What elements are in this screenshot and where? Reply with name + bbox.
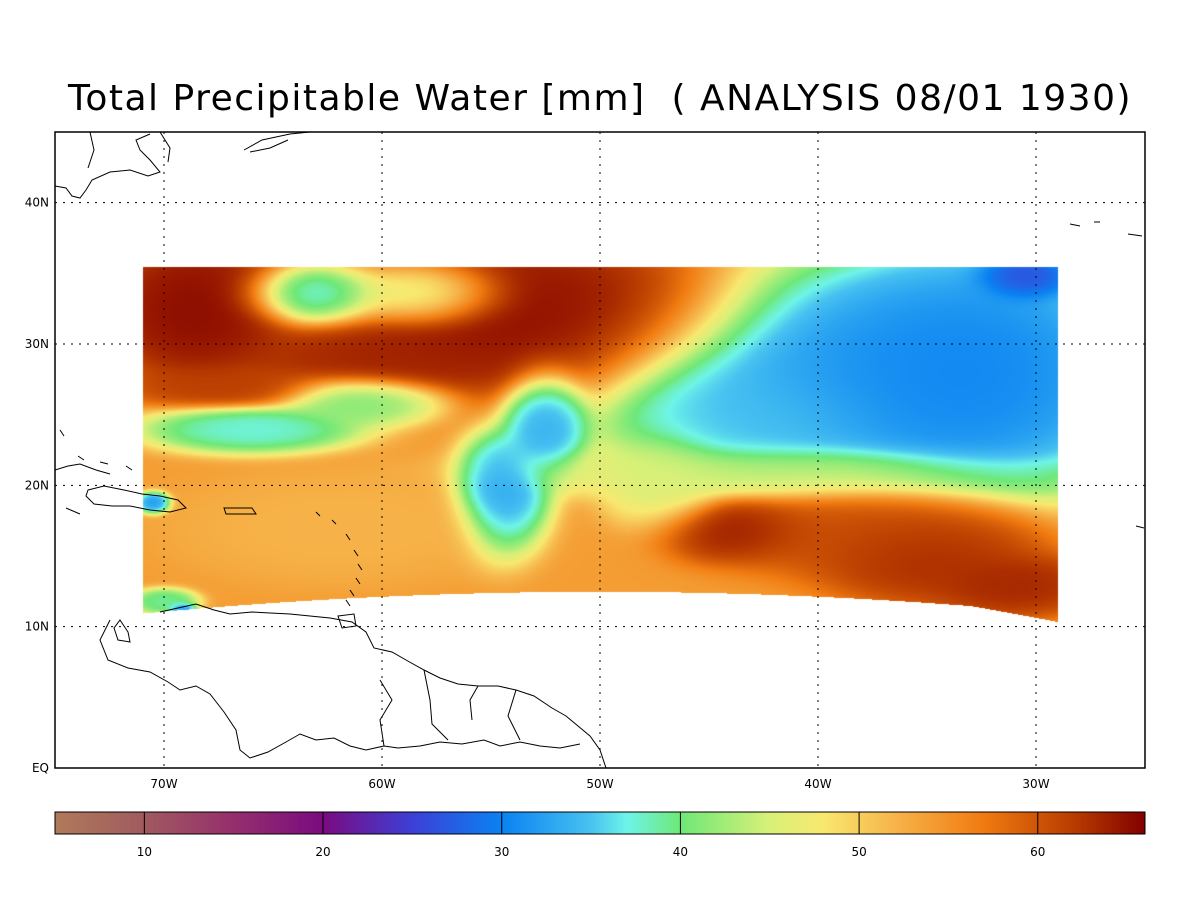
colorbar-bar <box>54 811 1146 835</box>
colorbar-ticks: 10 20 30 40 50 60 <box>137 812 1045 859</box>
colorbar-tick-label: 60 <box>1030 845 1045 859</box>
lon-tick-label: 30W <box>1022 777 1049 791</box>
lat-tick-label: 30N <box>25 337 49 351</box>
azores <box>1069 221 1143 237</box>
colorbar-tick-label: 30 <box>494 845 509 859</box>
lesser-antilles <box>315 511 363 607</box>
hispaniola-pr <box>85 485 257 515</box>
lat-tick-label: 10N <box>25 620 49 634</box>
lat-tick-label: 20N <box>25 478 49 492</box>
lon-tick-label: 50W <box>586 777 613 791</box>
north-america-coast <box>55 132 171 199</box>
lat-tick-label: 40N <box>25 196 49 210</box>
lon-tick-label: 60W <box>368 777 395 791</box>
lat-tick-label: EQ <box>32 761 49 775</box>
lat-lon-grid <box>55 132 1145 768</box>
lon-tick-label: 70W <box>150 777 177 791</box>
lake-maracaibo <box>113 619 131 643</box>
nova-scotia <box>243 132 311 153</box>
trinidad <box>337 613 357 629</box>
lon-tick-label: 40W <box>804 777 831 791</box>
heatmap-image <box>55 132 1145 768</box>
venezuela-interior <box>99 619 581 759</box>
lat-tick-labels: EQ 10N 20N 30N 40N <box>25 196 49 775</box>
map-title: Total Precipitable Water [mm] ( ANALYSIS… <box>67 78 1133 119</box>
precipitable-water-field <box>55 132 1145 768</box>
coastlines <box>55 132 1145 768</box>
colorbar-tick-label: 20 <box>315 845 330 859</box>
guyana-borders <box>379 669 521 747</box>
colorbar-tick-label: 50 <box>851 845 866 859</box>
colorbar: 10 20 30 40 50 60 <box>54 811 1146 859</box>
bahamas-cuba <box>55 429 133 515</box>
south-america-coast <box>159 603 607 768</box>
colorbar-tick-label: 40 <box>673 845 688 859</box>
plot-frame <box>54 131 1146 769</box>
colorbar-tick-label: 10 <box>137 845 152 859</box>
cape-verde <box>1135 525 1145 529</box>
lon-tick-labels: 70W 60W 50W 40W 30W <box>150 777 1049 791</box>
